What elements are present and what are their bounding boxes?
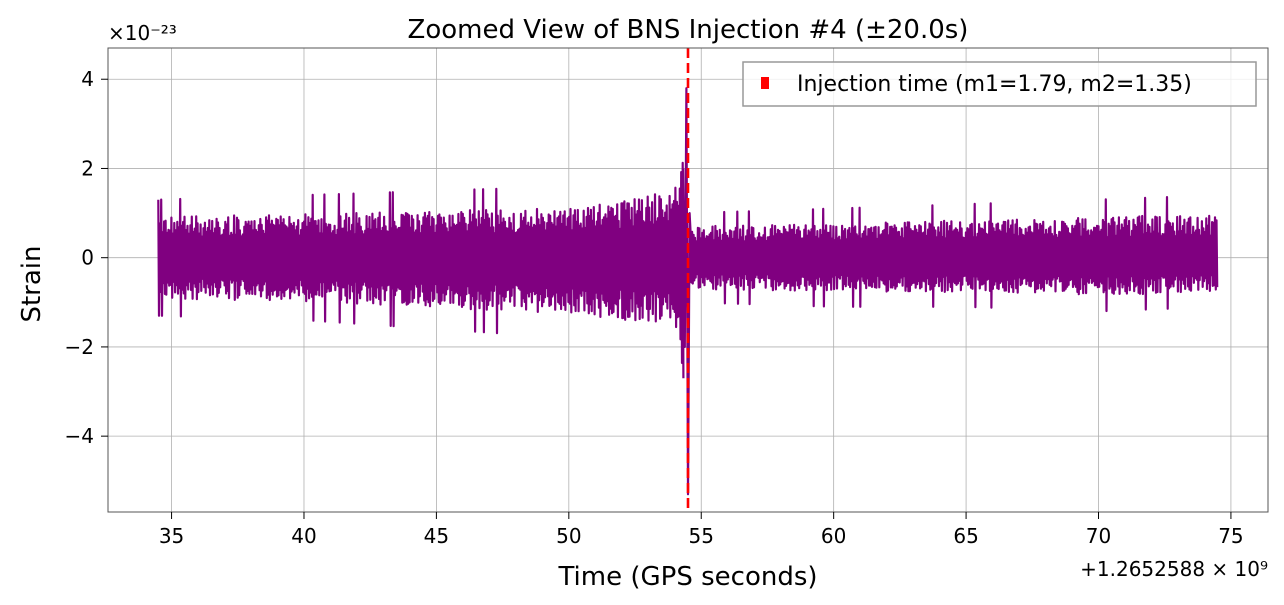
x-tick-label: 40 — [291, 524, 316, 548]
legend-box — [742, 61, 1257, 107]
plot-frame — [107, 47, 1269, 513]
legend: Injection time (m1=1.79, m2=1.35) — [742, 61, 1257, 107]
x-tick-label: 60 — [821, 524, 846, 548]
x-axis-label: Time (GPS seconds) — [557, 562, 817, 592]
y-tick-label: 4 — [81, 67, 94, 91]
y-tick-label: 0 — [81, 246, 94, 270]
y-axis-label: Strain — [17, 245, 47, 322]
legend-marker-swatch — [761, 77, 769, 89]
x-offset-label: +1.2652588 × 10⁹ — [1080, 557, 1268, 581]
x-axis-ticks: 35 40 45 50 55 60 65 70 75 — [159, 512, 1244, 548]
x-tick-label: 55 — [689, 524, 714, 548]
x-tick-label: 75 — [1218, 524, 1243, 548]
chart-title: Zoomed View of BNS Injection #4 (±20.0s) — [408, 15, 969, 45]
legend-entry-label: Injection time (m1=1.79, m2=1.35) — [797, 72, 1192, 97]
series-layer — [157, 87, 1219, 496]
y-axis-ticks: 4 2 0 −2 −4 — [65, 67, 108, 448]
x-tick-label: 50 — [556, 524, 581, 548]
x-tick-label: 70 — [1086, 524, 1111, 548]
y-scale-label: ×10⁻²³ — [108, 21, 177, 45]
x-tick-label: 45 — [424, 524, 449, 548]
x-tick-label: 35 — [159, 524, 184, 548]
y-tick-label: 2 — [81, 156, 94, 180]
series-line-0 — [157, 87, 1219, 496]
y-tick-label: −2 — [65, 335, 94, 359]
y-tick-label: −4 — [65, 424, 94, 448]
x-tick-label: 65 — [953, 524, 978, 548]
